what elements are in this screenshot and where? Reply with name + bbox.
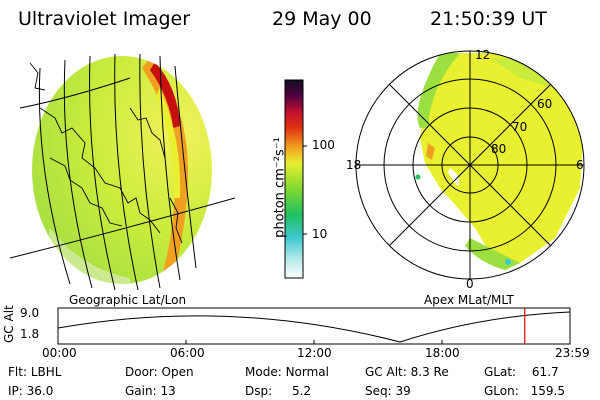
geographic-globe-image bbox=[10, 53, 235, 291]
time-label: 21:50:39 UT bbox=[430, 8, 547, 30]
mlt-6-label: 6 bbox=[576, 158, 584, 172]
glon-value: 159.5 bbox=[530, 384, 565, 398]
seq-field: Seq: 39 bbox=[365, 384, 411, 398]
colorbar-tick-10: 10 bbox=[312, 227, 328, 241]
timeline-tick: 18:00 bbox=[425, 346, 460, 360]
flt-field: Flt: LBHL bbox=[8, 365, 62, 379]
timeline-ylabel: GC Alt bbox=[2, 305, 16, 343]
altitude-timeline bbox=[57, 307, 571, 345]
door-field: Door: Open bbox=[125, 365, 194, 379]
mlt-12-label: 12 bbox=[475, 48, 491, 62]
ip-value: 36.0 bbox=[26, 384, 54, 398]
intensity-colorbar bbox=[284, 79, 307, 279]
mlat-60-label: 60 bbox=[537, 97, 553, 111]
ip-field: IP: 36.0 bbox=[8, 384, 54, 398]
timeline-tick: 23:59 bbox=[555, 346, 590, 360]
colorbar-tick-100: 100 bbox=[312, 138, 335, 152]
seq-value: 39 bbox=[395, 384, 411, 398]
mlat-70-label: 70 bbox=[512, 120, 528, 134]
flt-value: LBHL bbox=[30, 365, 62, 379]
timeline-tick: 12:00 bbox=[297, 346, 332, 360]
timeline-y-bottom: 1.8 bbox=[20, 327, 40, 341]
gain-field: Gain: 13 bbox=[125, 384, 176, 398]
dsp-value: 5.2 bbox=[291, 384, 312, 398]
gc-alt-value: 8.3 Re bbox=[410, 365, 449, 379]
app-title: Ultraviolet Imager bbox=[18, 8, 191, 30]
timeline-y-top: 9.0 bbox=[20, 306, 40, 320]
polar-plot bbox=[355, 50, 585, 280]
glat-value: 61.7 bbox=[531, 365, 559, 379]
door-value: Open bbox=[161, 365, 194, 379]
glat-field: GLat: 61.7 bbox=[484, 365, 559, 379]
glon-field: GLon: 159.5 bbox=[484, 384, 565, 398]
gain-value: 13 bbox=[160, 384, 176, 398]
mode-field: Mode: Normal bbox=[245, 365, 329, 379]
dsp-field: Dsp: 5.2 bbox=[245, 384, 312, 398]
geographic-panel-label: Geographic Lat/Lon bbox=[69, 293, 187, 307]
polar-panel-label: Apex MLat/MLT bbox=[424, 293, 514, 307]
gc-alt-field: GC Alt: 8.3 Re bbox=[365, 365, 449, 379]
mlat-80-label: 80 bbox=[491, 142, 507, 156]
mlt-0-label: 0 bbox=[466, 277, 474, 291]
colorbar-units: photon cm⁻²s⁻¹ bbox=[272, 137, 288, 238]
date-label: 29 May 00 bbox=[272, 8, 372, 30]
timeline-tick: 06:00 bbox=[170, 346, 205, 360]
mlt-18-label: 18 bbox=[346, 158, 362, 172]
mode-value: Normal bbox=[285, 365, 329, 379]
timeline-tick: 00:00 bbox=[42, 346, 77, 360]
